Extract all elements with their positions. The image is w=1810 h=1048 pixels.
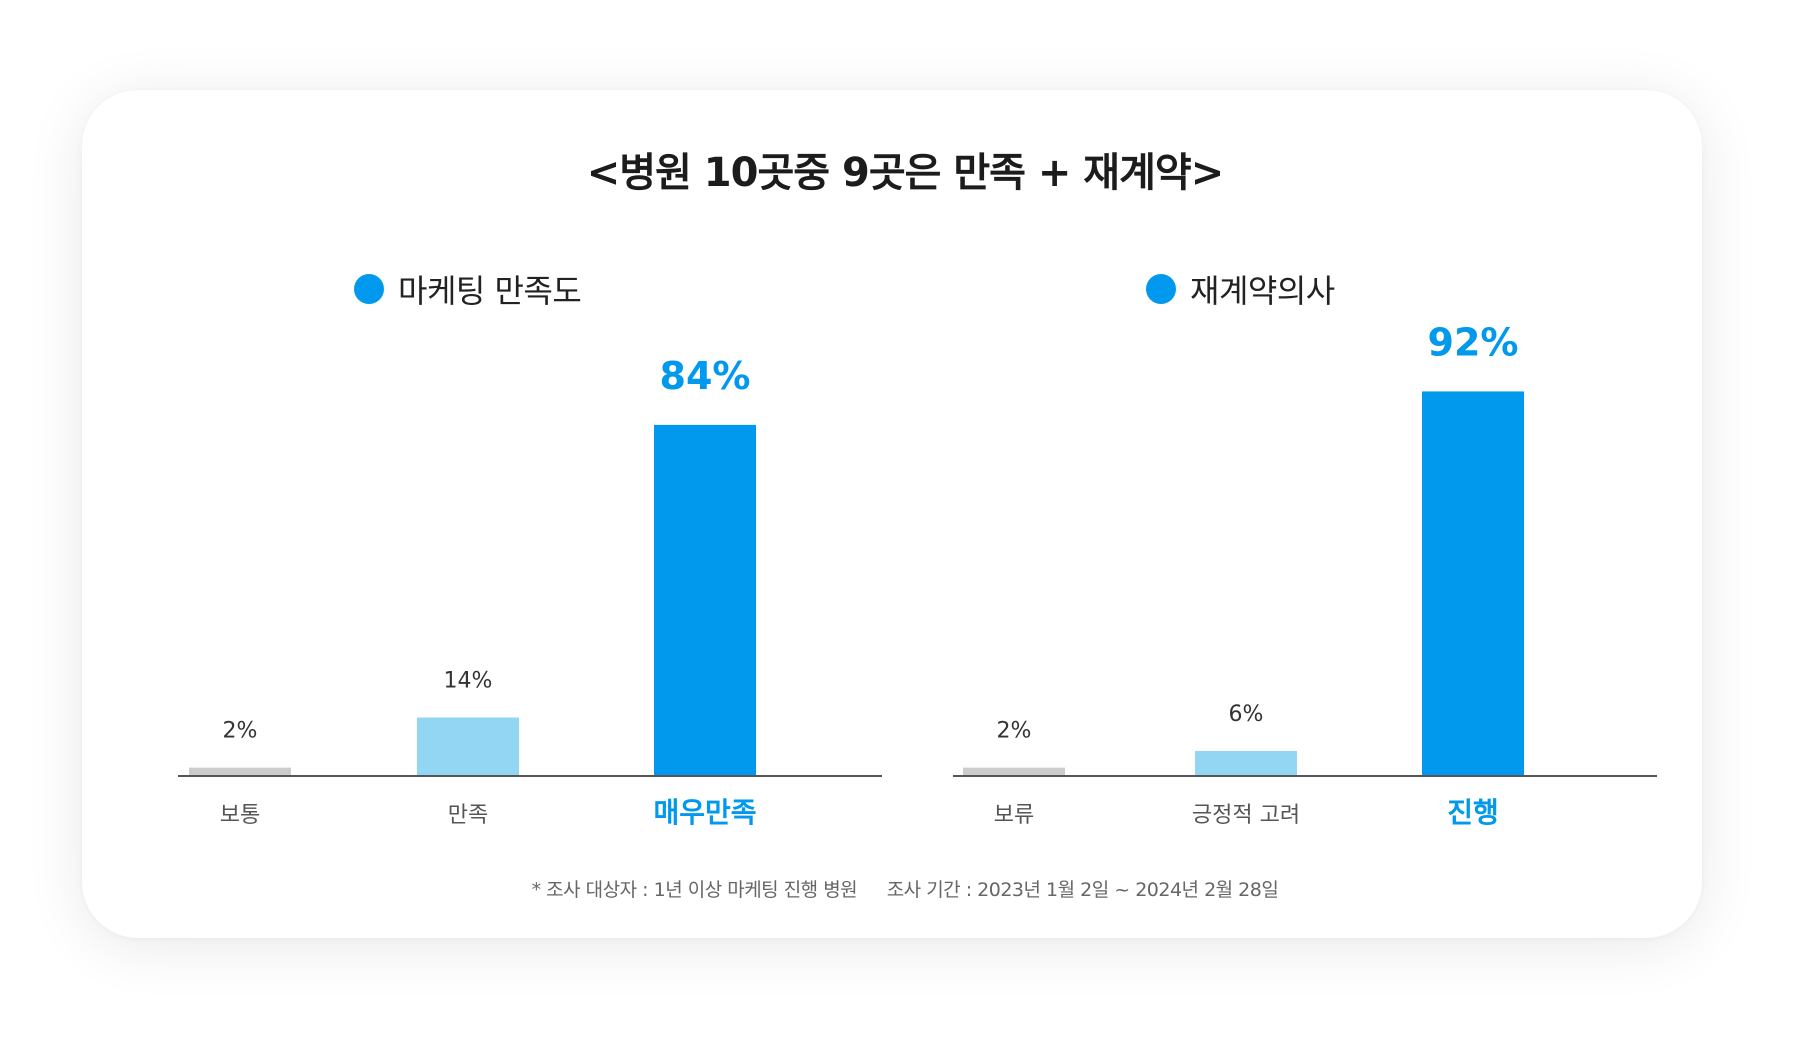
legend-marketing-satisfaction: 마케팅 만족도 xyxy=(354,266,582,312)
value-label: 2% xyxy=(223,719,258,744)
category-label: 진행 xyxy=(1447,796,1499,829)
category-label: 보류 xyxy=(994,803,1034,828)
value-label: 6% xyxy=(1229,702,1264,727)
footnote-target: * 조사 대상자 : 1년 이상 마케팅 진행 병원 xyxy=(531,879,858,901)
value-label: 92% xyxy=(1428,320,1519,364)
bar-2 xyxy=(1195,750,1297,776)
bar-2 xyxy=(417,717,519,776)
category-label: 만족 xyxy=(448,803,488,828)
category-label: 긍정적 고려 xyxy=(1192,803,1300,828)
legend-renewal-intent: 재계약의사 xyxy=(1146,266,1335,312)
category-label: 보통 xyxy=(220,803,260,828)
bar-1 xyxy=(189,767,291,776)
value-label: 84% xyxy=(660,354,751,398)
legend-label: 마케팅 만족도 xyxy=(398,272,582,310)
legend-dot-icon xyxy=(1146,274,1176,304)
category-label: 매우만족 xyxy=(653,796,756,829)
legend-label: 재계약의사 xyxy=(1190,272,1335,310)
footnote: * 조사 대상자 : 1년 이상 마케팅 진행 병원 조사 기간 : 2023년… xyxy=(0,875,1810,902)
bar-1 xyxy=(963,767,1065,776)
value-label: 14% xyxy=(444,668,493,693)
page-title: <병원 10곳중 9곳은 만족 + 재계약> xyxy=(586,150,1224,196)
value-label: 2% xyxy=(997,719,1032,744)
bar-3 xyxy=(1422,391,1524,776)
footnote-period: 조사 기간 : 2023년 1월 2일 ~ 2024년 2월 28일 xyxy=(886,879,1279,901)
legend-dot-icon xyxy=(354,274,384,304)
bar-3 xyxy=(654,424,756,776)
